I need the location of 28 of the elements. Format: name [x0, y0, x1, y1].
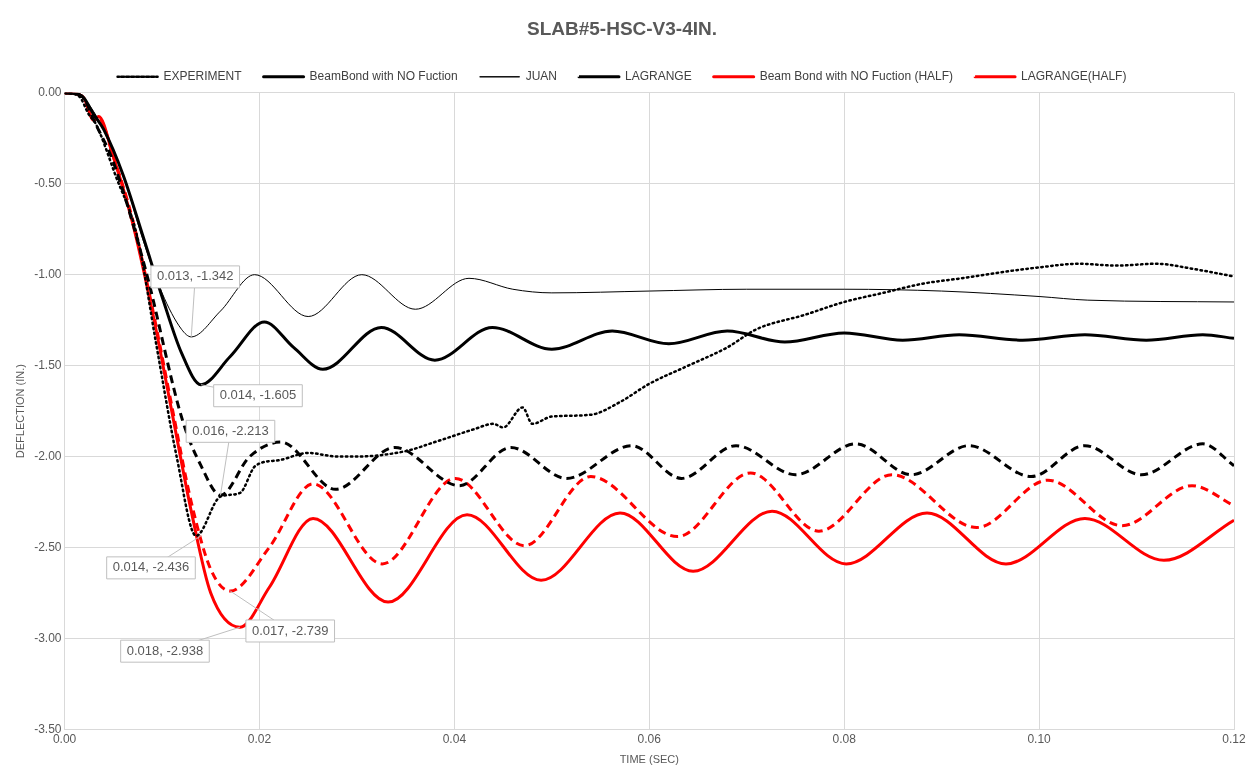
legend-label: BeamBond with NO Fuction [309, 69, 458, 84]
annotation: 0.014, -1.605 [219, 387, 297, 403]
x-tick-label: 0.02 [247, 731, 272, 746]
x-tick-label: 0.04 [442, 731, 467, 746]
x-tick-label: 0.10 [1027, 731, 1052, 746]
y-tick-label: -1.50 [34, 357, 62, 372]
x-axis-title: TIME (SEC) [619, 753, 679, 766]
legend-label: JUAN [525, 69, 557, 84]
annotation: 0.013, -1.342 [156, 268, 234, 284]
chart-title: SLAB#5-HSC-V3-4IN. [526, 17, 718, 39]
legend-label: LAGRANGE(HALF) [1021, 69, 1127, 84]
legend-label: LAGRANGE [624, 69, 692, 84]
legend-label: Beam Bond with NO Fuction (HALF) [759, 69, 954, 84]
annotation: 0.014, -2.436 [112, 559, 190, 575]
y-tick-label: -3.00 [34, 630, 62, 645]
legend-label: EXPERIMENT [163, 69, 243, 84]
y-tick-label: 0.00 [38, 85, 62, 100]
y-tick-label: -2.50 [34, 539, 62, 554]
annotation: 0.017, -2.739 [251, 622, 329, 638]
x-tick-label: 0.06 [637, 731, 662, 746]
annotation: 0.016, -2.213 [192, 422, 269, 438]
x-tick-label: 0.12 [1222, 731, 1246, 746]
y-tick-label: -1.00 [34, 267, 62, 281]
y-axis-title: DEFLECTION (IN.) [13, 364, 26, 459]
annotation: 0.018, -2.938 [126, 642, 204, 658]
y-tick-label: -2.00 [34, 448, 62, 463]
x-tick-label: 0.08 [832, 731, 857, 746]
y-tick-label: -0.50 [34, 176, 62, 191]
